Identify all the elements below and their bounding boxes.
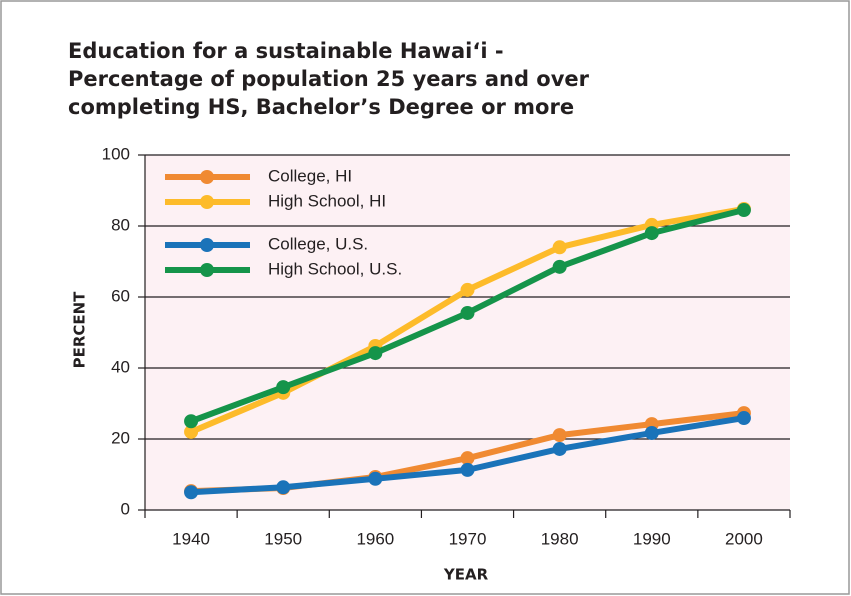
x-axis-label: YEAR [443,566,489,584]
y-tick-label: 0 [121,499,130,518]
data-point [644,425,659,440]
data-point [276,480,291,495]
legend-dot [200,170,214,184]
plot-area [145,155,790,510]
data-point [736,203,751,218]
x-tick-label: 1950 [264,529,302,548]
data-point [460,451,475,466]
legend-label: College, U.S. [268,234,368,253]
data-point [184,414,199,429]
x-tick-label: 1980 [541,529,579,548]
data-point [368,471,383,486]
data-point [460,282,475,297]
data-point [552,240,567,255]
chart-title: completing HS, Bachelor’s Degree or more [68,95,574,119]
legend-dot [200,263,214,277]
data-point [552,441,567,456]
x-tick-label: 1960 [356,529,394,548]
data-point [184,485,199,500]
data-point [460,305,475,320]
y-tick-label: 40 [111,357,130,376]
data-point [552,259,567,274]
data-point [552,428,567,443]
legend-dot [200,195,214,209]
x-tick-label: 1990 [633,529,671,548]
chart-title: Percentage of population 25 years and ov… [68,67,590,91]
data-point [644,226,659,241]
x-tick-label: 1940 [172,529,210,548]
data-point [460,462,475,477]
x-tick-label: 2000 [725,529,763,548]
data-point [368,346,383,361]
y-tick-label: 100 [102,144,130,163]
legend-label: High School, U.S. [268,259,402,278]
legend-label: High School, HI [268,191,386,210]
chart-title: Education for a sustainable Hawai‘i - [68,39,504,63]
y-tick-label: 80 [111,215,130,234]
y-axis-label: PERCENT [71,291,89,369]
data-point [184,424,199,439]
x-tick-label: 1970 [449,529,487,548]
y-tick-label: 60 [111,286,130,305]
data-point [736,411,751,426]
legend-dot [200,238,214,252]
y-tick-label: 20 [111,428,130,447]
legend-label: College, HI [268,166,352,185]
data-point [276,380,291,395]
